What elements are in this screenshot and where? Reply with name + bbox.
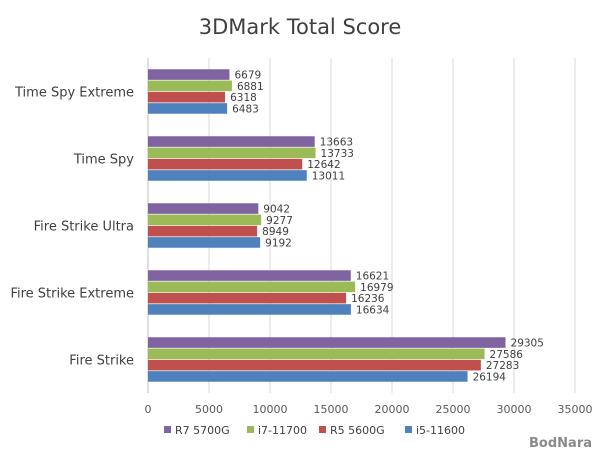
x-tick-label: 15000 — [314, 403, 349, 416]
category-label: Fire Strike Extreme — [10, 287, 134, 302]
legend-swatch — [319, 426, 326, 433]
x-tick-label: 20000 — [375, 403, 410, 416]
data-label: 13011 — [312, 170, 345, 182]
bar — [148, 304, 351, 315]
category-label: Time Spy Extreme — [14, 86, 134, 101]
bar — [148, 158, 303, 170]
data-label: 9277 — [266, 215, 293, 227]
bar — [148, 170, 307, 181]
bar — [148, 80, 232, 92]
data-label: 6881 — [237, 81, 264, 93]
category-labels: Time Spy Extreme Time Spy Fire Strike Ultr… — [10, 86, 134, 369]
legend-label: i5-11600 — [416, 424, 465, 437]
bar — [148, 270, 351, 281]
bars — [148, 69, 506, 382]
bar — [148, 237, 261, 248]
bar — [148, 91, 226, 103]
x-tick-label: 5000 — [195, 403, 223, 416]
bar — [148, 281, 356, 293]
x-tick-label: 10000 — [253, 403, 288, 416]
category-label: Fire Strike Ultra — [34, 220, 134, 235]
chart-title: 3DMark Total Score — [199, 15, 402, 39]
legend-swatch — [247, 426, 254, 433]
watermark-text: BodNara — [529, 436, 592, 451]
data-label: 6679 — [234, 70, 261, 82]
bar — [148, 203, 259, 214]
category-label: Time Spy — [73, 153, 134, 168]
x-tick-label: 30000 — [497, 403, 532, 416]
data-label: 27283 — [486, 360, 519, 372]
data-label: 8949 — [262, 226, 289, 238]
data-label: 26194 — [473, 371, 507, 383]
bar — [148, 147, 316, 159]
bar — [148, 225, 258, 237]
data-label: 16979 — [360, 282, 393, 294]
bar — [148, 214, 262, 226]
data-label: 29305 — [511, 338, 544, 350]
legend: R7 5700G i7-11700 R5 5600G i5-11600 — [164, 424, 465, 437]
data-label: 9042 — [263, 204, 290, 216]
data-label: 6318 — [230, 92, 257, 104]
data-label: 16621 — [356, 271, 389, 283]
x-tick-label: 25000 — [436, 403, 471, 416]
gridlines — [147, 58, 576, 393]
x-axis-ticks: 0 5000 10000 15000 20000 25000 30000 35000 — [145, 403, 593, 416]
legend-swatch — [164, 426, 171, 433]
data-label: 16236 — [351, 293, 385, 305]
x-tick-label: 35000 — [558, 403, 593, 416]
x-tick-label: 0 — [145, 403, 152, 416]
bar — [148, 371, 468, 382]
data-label: 9192 — [265, 237, 292, 249]
bar — [148, 348, 485, 360]
legend-swatch — [405, 426, 412, 433]
category-label: Fire Strike — [69, 354, 134, 369]
legend-label: R7 5700G — [175, 424, 230, 437]
bar — [148, 359, 481, 371]
data-label: 16634 — [356, 304, 390, 316]
bar — [148, 69, 230, 80]
bar — [148, 136, 315, 147]
data-label: 12642 — [307, 159, 340, 171]
legend-label: i7-11700 — [258, 424, 307, 437]
bar — [148, 103, 228, 114]
legend-label: R5 5600G — [330, 424, 385, 437]
data-label: 27586 — [490, 349, 524, 361]
bar — [148, 337, 506, 348]
watermark-logo: BodNara — [529, 436, 592, 451]
data-label: 6483 — [232, 103, 259, 115]
bar — [148, 292, 347, 304]
data-label: 13663 — [320, 137, 353, 149]
data-label: 13733 — [321, 148, 354, 160]
